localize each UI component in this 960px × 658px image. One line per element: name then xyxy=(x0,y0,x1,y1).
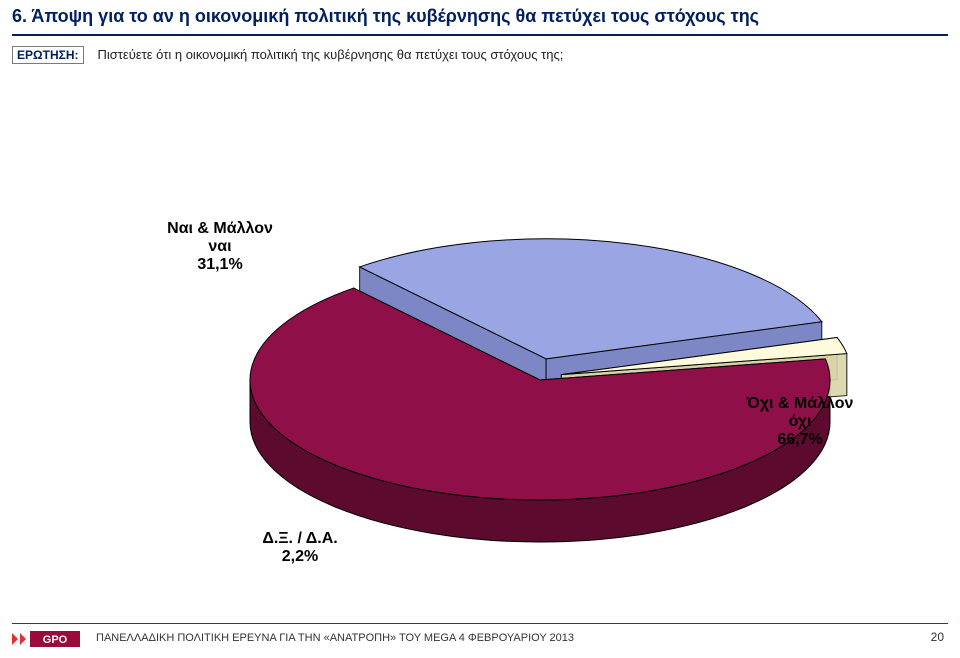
pie-chart-svg xyxy=(0,150,960,590)
question-row: ΕΡΩΤΗΣΗ: Πιστεύετε ότι η οικονομική πολι… xyxy=(12,46,948,64)
page-number: 20 xyxy=(931,630,944,644)
logo: GPO xyxy=(12,630,84,648)
page-title: 6. Άποψη για το αν η οικονομική πολιτική… xyxy=(12,6,948,27)
question-text: Πιστεύετε ότι η οικονομική πολιτική της … xyxy=(98,47,564,62)
logo-text: GPO xyxy=(43,634,68,646)
page: 6. Άποψη για το αν η οικονομική πολιτική… xyxy=(0,0,960,658)
pie-chart: Ναι & Μάλλον ναι 31,1% Δ.Ξ. / Δ.Α. 2,2% Όχ… xyxy=(0,150,960,590)
pie-label-no: Όχι & Μάλλον όχι 66,7% xyxy=(720,395,880,449)
footer-line xyxy=(12,623,948,624)
title-underline xyxy=(12,34,948,36)
footer-text: ΠΑΝΕΛΛΑΔΙΚΗ ΠΟΛΙΤΙΚΗ ΕΡΕΥΝΑ ΓΙΑ ΤΗΝ «ΑΝΑ… xyxy=(96,632,574,644)
pie-label-yes: Ναι & Μάλλον ναι 31,1% xyxy=(140,220,300,274)
pie-label-dkna: Δ.Ξ. / Δ.Α. 2,2% xyxy=(220,530,380,566)
question-label: ΕΡΩΤΗΣΗ: xyxy=(12,46,84,64)
